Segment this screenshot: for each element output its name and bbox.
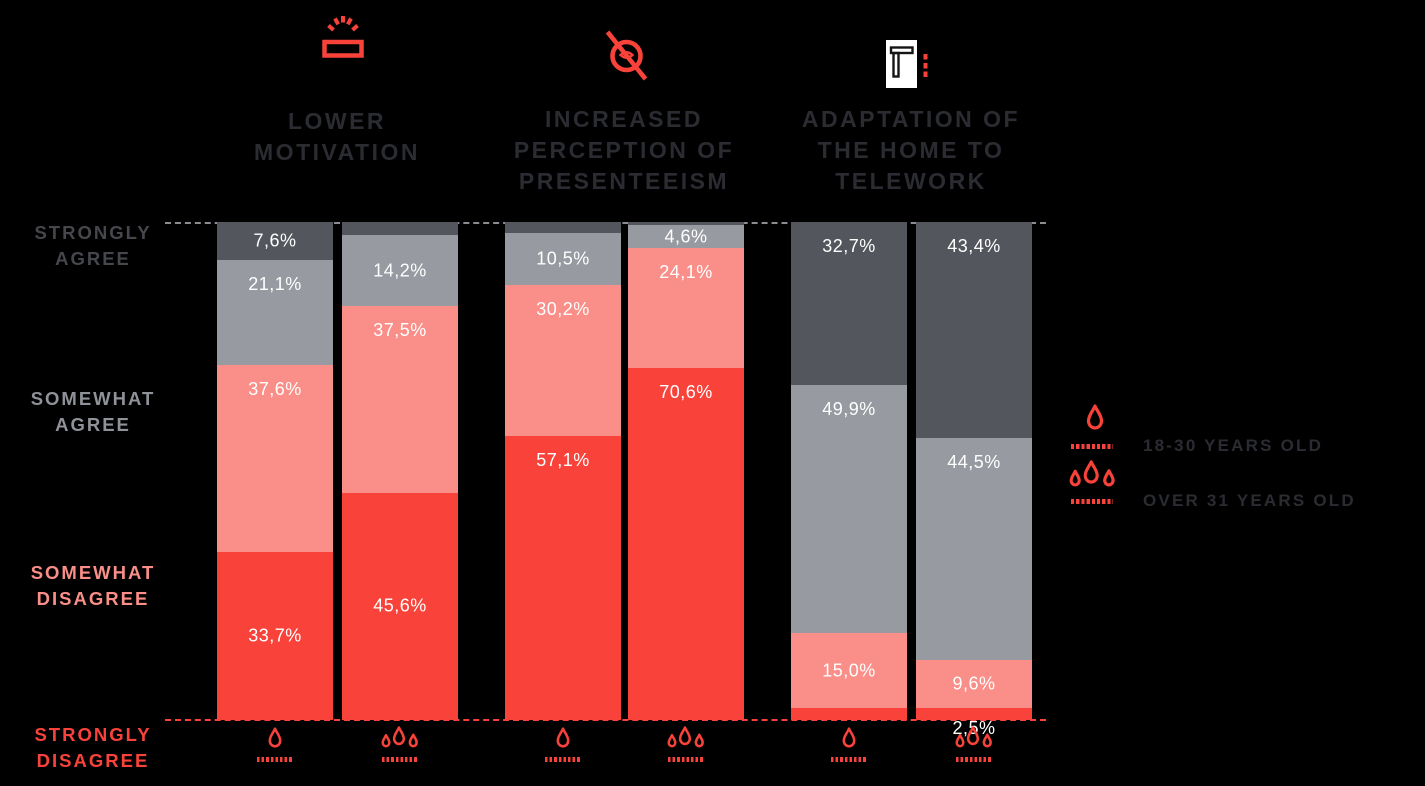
segment-strongly-agree (628, 222, 744, 226)
segment-strongly-agree (342, 222, 458, 236)
gauge-icon (321, 8, 365, 65)
segment-strongly-agree: 7,6% (217, 222, 333, 260)
segment-strongly-disagree: 33,7% (217, 552, 333, 720)
legend-dash (1071, 499, 1113, 504)
segment-somewhat-disagree: 15,0% (791, 633, 907, 709)
segment-value-label: 7,6% (253, 230, 297, 251)
segment-value-label: 15,0% (822, 660, 876, 681)
bar-over-31-years-old: 14,2% 37,5% 45,6% (342, 222, 458, 720)
segment-somewhat-disagree: 24,1% (628, 248, 744, 369)
segment-somewhat-agree: 44,5% (916, 438, 1032, 660)
legend-label-18-30: 18-30 YEARS OLD (1143, 436, 1324, 455)
segment-value-label: 57,1% (536, 449, 590, 470)
row-label-strongly-disagree: STRONGLY DISAGREE (34, 724, 152, 771)
segment-strongly-disagree: 70,6% (628, 368, 744, 720)
bar-18-30-years-old: 7,6% 21,1% 37,6% 33,7% (217, 222, 333, 720)
segment-value-label: 70,6% (659, 382, 713, 403)
series-axis-dash (545, 757, 581, 762)
row-label-somewhat-disagree: SOMEWHAT DISAGREE (30, 562, 156, 609)
single-flame-icon (267, 727, 283, 748)
segment-value-label: 37,5% (373, 320, 427, 341)
segment-value-label: 14,2% (373, 260, 427, 281)
series-axis-dash (956, 757, 992, 762)
segment-strongly-agree: 43,4% (916, 222, 1032, 439)
segment-somewhat-disagree: 37,5% (342, 306, 458, 493)
segment-somewhat-agree: 14,2% (342, 235, 458, 307)
segment-somewhat-disagree: 9,6% (916, 659, 1032, 708)
segment-strongly-disagree: 45,6% (342, 492, 458, 720)
group-title-lower-motivation: LOWER MOTIVATION (254, 108, 420, 165)
group-title-increased-perception-of-presenteeism: INCREASED PERCEPTION OF PRESENTEEISM (513, 106, 735, 194)
segment-strongly-agree (505, 222, 621, 233)
segment-value-label: 2,5% (952, 717, 996, 738)
segment-somewhat-disagree: 30,2% (505, 285, 621, 436)
segment-value-label: 33,7% (248, 625, 302, 646)
segment-value-label: 24,1% (659, 262, 713, 283)
series-axis-dash (382, 757, 418, 762)
single-flame-icon (841, 727, 857, 748)
stacked-bar-plot-area: 7,6% 21,1% 37,6% 33,7% 14,2% 37,5% 45,6% 10,5% 3… (165, 222, 1046, 738)
group-title-adaptation-of-the-home-to-telework: ADAPTATION OF THE HOME TO TELEWORK (801, 106, 1021, 194)
series-axis-dash (831, 757, 867, 762)
segment-value-label: 30,2% (536, 299, 590, 320)
segment-strongly-disagree (791, 708, 907, 720)
segment-value-label: 21,1% (248, 273, 302, 294)
bar-over-31-years-old: 43,4% 44,5% 9,6% 2,5% (916, 222, 1032, 738)
segment-strongly-agree: 32,7% (791, 222, 907, 385)
segment-value-label: 32,7% (822, 236, 876, 256)
bar-18-30-years-old: 32,7% 49,9% 15,0% (791, 222, 907, 720)
bottom-boundary-dashed-line (165, 719, 1046, 721)
segment-strongly-disagree: 2,5% (916, 707, 1032, 738)
segment-value-label: 44,5% (947, 452, 1001, 473)
segment-value-label: 49,9% (822, 398, 876, 419)
legend-dash (1071, 444, 1113, 449)
triple-flame-icon (667, 726, 705, 748)
segment-somewhat-agree: 21,1% (217, 259, 333, 365)
segment-value-label: 10,5% (536, 248, 590, 269)
single-flame-icon (1085, 404, 1105, 435)
segment-value-label: 37,6% (248, 378, 302, 399)
series-axis-dash (257, 757, 293, 762)
segment-strongly-disagree: 57,1% (505, 435, 621, 720)
segment-value-label: 45,6% (373, 595, 427, 616)
segment-somewhat-agree: 10,5% (505, 232, 621, 286)
segment-somewhat-agree: 4,6% (628, 225, 744, 249)
triple-flame-icon (1069, 460, 1116, 492)
row-label-somewhat-agree: SOMEWHAT AGREE (30, 388, 156, 435)
legend-label-over-31: OVER 31 YEARS OLD (1143, 491, 1356, 510)
row-label-strongly-agree: STRONGLY AGREE (34, 222, 152, 269)
no-presenteeism-icon (597, 25, 655, 90)
bar-18-30-years-old: 10,5% 30,2% 57,1% (505, 222, 621, 720)
segment-somewhat-agree: 49,9% (791, 384, 907, 634)
desk-icon (886, 40, 930, 95)
triple-flame-icon (381, 726, 419, 748)
bar-over-31-years-old: 4,6% 24,1% 70,6% (628, 222, 744, 720)
segment-value-label: 43,4% (947, 236, 1001, 256)
series-axis-dash (668, 757, 704, 762)
single-flame-icon (555, 727, 571, 748)
segment-value-label: 4,6% (664, 226, 708, 247)
segment-somewhat-disagree: 37,6% (217, 364, 333, 553)
segment-value-label: 9,6% (952, 673, 996, 694)
